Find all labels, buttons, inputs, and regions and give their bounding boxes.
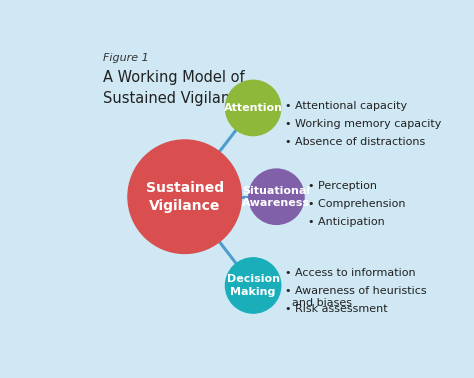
Text: • Absence of distractions: • Absence of distractions <box>285 137 425 147</box>
Circle shape <box>249 169 304 225</box>
Text: Figure 1: Figure 1 <box>103 53 149 63</box>
Circle shape <box>226 258 281 313</box>
Circle shape <box>128 140 241 254</box>
Text: Attention: Attention <box>224 103 283 113</box>
Text: A Working Model of
Sustained Vigilance: A Working Model of Sustained Vigilance <box>103 70 247 106</box>
Text: • Working memory capacity: • Working memory capacity <box>285 119 441 129</box>
Text: • Attentional capacity: • Attentional capacity <box>285 101 407 111</box>
Text: Situational
Awareness: Situational Awareness <box>242 186 310 208</box>
Text: • Comprehension: • Comprehension <box>309 199 406 209</box>
Text: • Perception: • Perception <box>309 181 377 191</box>
Text: Sustained
Vigilance: Sustained Vigilance <box>146 181 224 213</box>
Text: • Awareness of heuristics
  and biases: • Awareness of heuristics and biases <box>285 286 427 308</box>
Text: • Anticipation: • Anticipation <box>309 217 385 227</box>
Text: • Risk assessment: • Risk assessment <box>285 304 388 314</box>
Text: • Access to information: • Access to information <box>285 268 416 278</box>
Circle shape <box>226 80 281 136</box>
Text: Decision
Making: Decision Making <box>227 274 280 297</box>
